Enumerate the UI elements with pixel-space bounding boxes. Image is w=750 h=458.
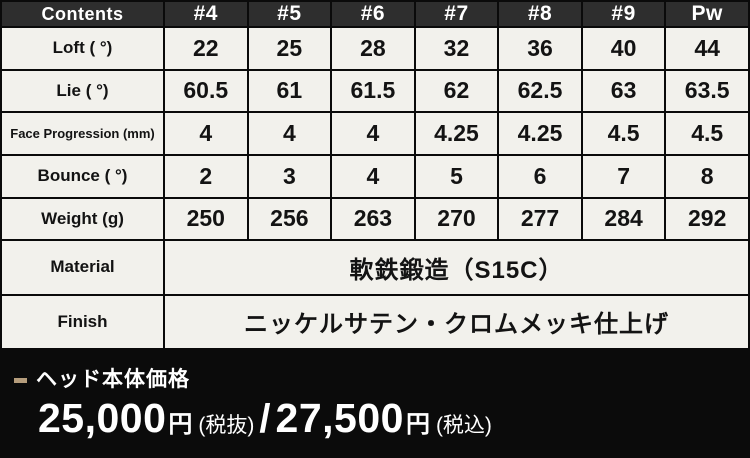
row-label-face-progression: Face Progression (mm): [0, 111, 165, 156]
header-row: Contents #4 #5 #6 #7 #8 #9 Pw: [0, 0, 750, 28]
value-cell: 4.25: [413, 111, 500, 156]
tax-included-label: (税込): [435, 414, 492, 437]
header-cell-contents: Contents: [0, 0, 165, 28]
value-cell: 22: [163, 26, 249, 71]
price-separator: /: [259, 397, 271, 441]
value-cell: 40: [580, 26, 667, 71]
yen-unit: 円: [405, 411, 430, 438]
value-cell: 263: [330, 196, 416, 242]
value-cell: 4.5: [664, 111, 750, 156]
value-cell: 60.5: [163, 68, 249, 114]
finish-value: ニッケルサテン・クロムメッキ仕上げ: [163, 293, 750, 351]
value-cell: 25: [246, 26, 333, 71]
value-cell: 32: [413, 26, 500, 71]
price-line: 25,000 円 (税抜) / 27,500 円 (税込): [38, 395, 750, 442]
value-cell: 4: [330, 153, 416, 199]
value-cell: 61: [246, 68, 333, 114]
value-cell: 4.5: [580, 111, 667, 156]
price-heading-row: ヘッド本体価格: [14, 367, 750, 393]
value-cell: 292: [664, 196, 750, 242]
value-cell: 6: [497, 153, 583, 199]
table-row-bounce: Bounce ( °) 2 3 4 5 6 7 8: [0, 153, 750, 199]
price-heading: ヘッド本体価格: [36, 368, 190, 391]
tax-excluded-label: (税抜): [198, 414, 255, 437]
value-cell: 4: [330, 111, 416, 156]
table-row-loft: Loft ( °) 22 25 28 32 36 40 44: [0, 26, 750, 71]
value-cell: 63: [580, 68, 667, 114]
value-cell: 4: [246, 111, 333, 156]
table-row-weight: Weight (g) 250 256 263 270 277 284 292: [0, 196, 750, 242]
value-cell: 284: [580, 196, 667, 242]
header-cell-7: #7: [413, 0, 500, 28]
price-excl-tax: 25,000: [38, 395, 167, 441]
value-cell: 250: [163, 196, 249, 242]
value-cell: 8: [664, 153, 750, 199]
header-cell-6: #6: [330, 0, 416, 28]
value-cell: 4: [163, 111, 249, 156]
value-cell: 62: [413, 68, 500, 114]
row-label-loft: Loft ( °): [0, 26, 165, 71]
material-value: 軟鉄鍛造（S15C）: [163, 239, 750, 296]
spec-table: Contents #4 #5 #6 #7 #8 #9 Pw Loft ( °) …: [0, 0, 750, 351]
table-row-finish: Finish ニッケルサテン・クロムメッキ仕上げ: [0, 293, 750, 351]
row-label-weight: Weight (g): [0, 196, 165, 242]
table-row-material: Material 軟鉄鍛造（S15C）: [0, 239, 750, 296]
row-label-material: Material: [0, 239, 165, 296]
value-cell: 3: [246, 153, 333, 199]
header-cell-5: #5: [246, 0, 333, 28]
yen-unit: 円: [168, 411, 193, 438]
value-cell: 2: [163, 153, 249, 199]
value-cell: 44: [664, 26, 750, 71]
price-section: ヘッド本体価格 25,000 円 (税抜) / 27,500 円 (税込): [0, 350, 750, 458]
value-cell: 63.5: [664, 68, 750, 114]
row-label-bounce: Bounce ( °): [0, 153, 165, 199]
table-row-lie: Lie ( °) 60.5 61 61.5 62 62.5 63 63.5: [0, 68, 750, 114]
table-row-face-progression: Face Progression (mm) 4 4 4 4.25 4.25 4.…: [0, 111, 750, 156]
value-cell: 277: [497, 196, 583, 242]
value-cell: 256: [246, 196, 333, 242]
dash-icon: [14, 377, 27, 383]
row-label-lie: Lie ( °): [0, 68, 165, 114]
price-incl-tax: 27,500: [275, 395, 404, 441]
header-cell-8: #8: [497, 0, 583, 28]
header-cell-pw: Pw: [664, 0, 750, 28]
value-cell: 62.5: [497, 68, 583, 114]
value-cell: 270: [413, 196, 500, 242]
value-cell: 7: [580, 153, 667, 199]
value-cell: 5: [413, 153, 500, 199]
value-cell: 4.25: [497, 111, 583, 156]
value-cell: 28: [330, 26, 416, 71]
row-label-finish: Finish: [0, 293, 165, 351]
value-cell: 36: [497, 26, 583, 71]
value-cell: 61.5: [330, 68, 416, 114]
header-cell-9: #9: [580, 0, 667, 28]
header-cell-4: #4: [163, 0, 249, 28]
